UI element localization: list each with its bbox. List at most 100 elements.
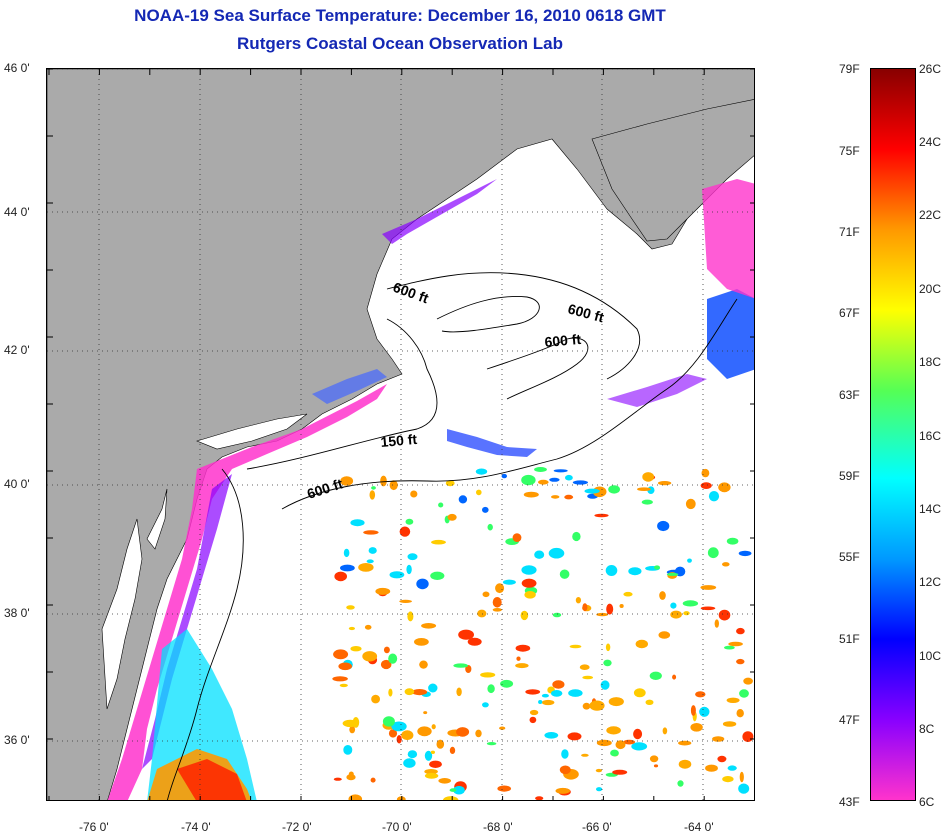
sst-patch xyxy=(739,771,744,783)
sst-patch xyxy=(523,491,539,498)
land-long-island xyxy=(196,413,308,450)
sst-patch xyxy=(687,558,692,563)
sst-patch xyxy=(449,746,456,755)
sst-patch xyxy=(371,694,380,704)
lon-label-66: -66 0' xyxy=(582,820,612,834)
sst-patch xyxy=(596,787,603,792)
sst-patch xyxy=(658,631,671,639)
sst-patch xyxy=(581,753,589,757)
land-mainland-northeast xyxy=(47,69,754,800)
lat-label-42: 42 0' xyxy=(4,343,30,357)
sst-offshore-patches xyxy=(332,467,754,800)
sst-patch xyxy=(380,659,392,670)
sst-patch xyxy=(552,680,565,689)
sst-patch xyxy=(465,665,472,673)
contour-600ft-shelf xyxy=(167,468,244,800)
sst-patch xyxy=(642,472,655,482)
sst-patch xyxy=(541,699,555,706)
colorbar-c-label-18: 18C xyxy=(919,355,942,369)
sst-patch xyxy=(529,716,537,724)
sst-patch xyxy=(628,567,642,576)
sst-patch xyxy=(678,740,692,746)
sst-patch xyxy=(727,765,737,771)
sst-patch xyxy=(606,726,621,735)
sst-patch xyxy=(388,729,398,738)
sst-coastal-layer xyxy=(107,179,754,800)
contour-gulf-maine xyxy=(386,272,641,380)
sst-patch xyxy=(678,759,692,769)
sst-patch xyxy=(475,729,482,738)
contour-label-600-basin: 600 ft xyxy=(544,331,582,350)
sst-patch xyxy=(499,726,506,730)
sst-patch xyxy=(743,677,753,685)
sst-patch xyxy=(482,591,490,598)
sst-patch xyxy=(524,591,536,599)
sst-patch xyxy=(682,600,699,607)
sst-patch xyxy=(549,477,560,482)
sst-patch xyxy=(477,609,487,618)
sst-patch xyxy=(541,693,549,698)
sst-patch xyxy=(340,476,354,486)
lon-label-64: -64 0' xyxy=(684,820,714,834)
sst-patch xyxy=(419,660,428,669)
sst-patch xyxy=(362,651,378,662)
sst-patch xyxy=(467,637,482,646)
sst-patch xyxy=(391,721,407,732)
colorbar-f-label-51: 51F xyxy=(839,632,860,646)
sst-patch xyxy=(633,688,646,698)
sst-patch xyxy=(705,764,718,772)
sst-patch xyxy=(424,750,433,761)
sst-patch xyxy=(596,739,612,747)
map-subtitle: Rutgers Coastal Ocean Observation Lab xyxy=(237,34,563,53)
sst-patch xyxy=(348,794,363,800)
contour-600ft-outer xyxy=(281,298,738,510)
map-ticks xyxy=(47,69,754,800)
sst-patch xyxy=(572,531,581,542)
sst-patch xyxy=(382,716,395,727)
sst-patch xyxy=(608,485,620,494)
lat-label-46: 46 0' xyxy=(4,61,30,75)
sst-patch xyxy=(657,481,672,486)
sst-patch xyxy=(738,783,750,794)
sst-patch xyxy=(659,591,666,600)
sst-patch xyxy=(649,671,662,680)
sst-patch xyxy=(383,646,390,654)
sst-patch xyxy=(631,742,648,751)
lat-label-40: 40 0' xyxy=(4,477,30,491)
sst-patch xyxy=(736,658,745,665)
sst-patch xyxy=(516,656,521,661)
sst-patch xyxy=(339,683,348,688)
sst-patch xyxy=(407,553,418,561)
sst-patch xyxy=(717,755,727,763)
sst-patch xyxy=(672,674,677,680)
sst-patch xyxy=(561,749,569,759)
sst-patch xyxy=(653,764,659,768)
land-layer xyxy=(47,69,754,800)
sst-patch xyxy=(559,765,571,775)
sst-patch xyxy=(515,663,529,669)
sst-patch xyxy=(736,627,745,635)
sst-patch xyxy=(428,683,438,693)
lon-label-72: -72 0' xyxy=(282,820,312,834)
sst-patch xyxy=(572,480,589,485)
sst-patch xyxy=(405,518,414,525)
sst-patch xyxy=(442,796,459,800)
colorbar-c-label-6: 6C xyxy=(919,795,935,809)
sst-patch xyxy=(606,603,614,615)
sst-georges-bank-purple xyxy=(607,374,707,407)
sst-patch xyxy=(380,475,387,487)
sst-patch xyxy=(551,495,560,499)
contour-jordan-basin xyxy=(436,296,540,333)
sst-patch xyxy=(534,467,547,472)
sst-patch xyxy=(657,520,670,532)
sst-patch xyxy=(553,469,568,473)
sst-patch xyxy=(738,550,752,557)
sst-patch xyxy=(623,591,633,597)
sst-patch xyxy=(534,550,545,559)
sst-patch xyxy=(502,579,516,585)
colorbar-f-label-67: 67F xyxy=(839,306,860,320)
lon-label-70: -70 0' xyxy=(382,820,412,834)
sst-patch xyxy=(685,498,696,510)
sst-patch xyxy=(417,726,432,737)
sst-patch xyxy=(366,559,374,564)
